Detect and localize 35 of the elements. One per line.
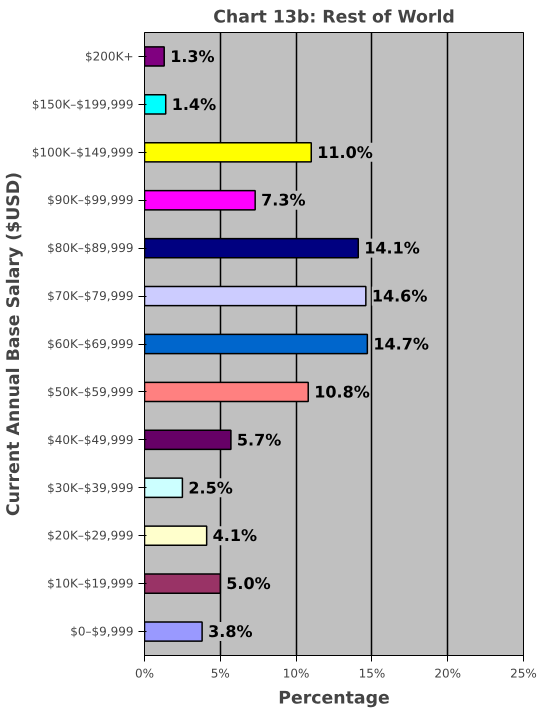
x-tick-label: 25% bbox=[510, 666, 537, 680]
y-tick-label: $150K–$199,999 bbox=[32, 97, 134, 112]
y-tick-label: $0–$9,999 bbox=[70, 624, 134, 639]
data-label: 14.1% bbox=[364, 238, 420, 258]
y-tick-label: $10K–$19,999 bbox=[47, 576, 134, 591]
x-axis-title: Percentage bbox=[278, 688, 390, 708]
y-axis-title: Current Annual Base Salary ($USD) bbox=[4, 172, 24, 516]
data-label: 10.8% bbox=[314, 382, 370, 402]
y-tick-label: $80K–$89,999 bbox=[47, 241, 134, 256]
x-tick-label: 15% bbox=[358, 666, 386, 680]
y-tick-label: $100K–$149,999 bbox=[32, 145, 134, 160]
data-label: 1.4% bbox=[172, 94, 216, 114]
y-tick-label: $30K–$39,999 bbox=[47, 480, 134, 495]
x-tick-label: 20% bbox=[434, 666, 462, 680]
chart-title: Chart 13b: Rest of World bbox=[213, 8, 455, 28]
data-label: 5.7% bbox=[236, 430, 282, 450]
y-tick-label: $50K–$59,999 bbox=[47, 384, 134, 399]
data-label: 1.3% bbox=[170, 46, 215, 66]
data-label: 5.0% bbox=[226, 574, 271, 594]
data-label: 14.7% bbox=[373, 334, 429, 354]
y-tick-label: $200K+ bbox=[85, 49, 134, 64]
x-tick-label: 5% bbox=[210, 666, 230, 680]
data-label: 11.0% bbox=[317, 142, 373, 162]
y-tick-label: $70K–$79,999 bbox=[47, 289, 134, 304]
x-tick-label: 10% bbox=[282, 666, 310, 680]
data-label: 14.6% bbox=[372, 286, 428, 306]
x-tick-label: 0% bbox=[134, 666, 154, 680]
data-label: 2.5% bbox=[188, 478, 233, 498]
y-tick-label: $60K–$69,999 bbox=[47, 337, 134, 351]
y-tick-label: $20K–$29,999 bbox=[47, 528, 134, 543]
y-tick-label: $90K–$99,999 bbox=[47, 193, 134, 208]
y-tick-label: $40K–$49,999 bbox=[47, 432, 134, 447]
data-label: 4.1% bbox=[212, 526, 258, 546]
data-label: 3.8% bbox=[208, 622, 252, 642]
data-label: 7.3% bbox=[261, 190, 306, 210]
